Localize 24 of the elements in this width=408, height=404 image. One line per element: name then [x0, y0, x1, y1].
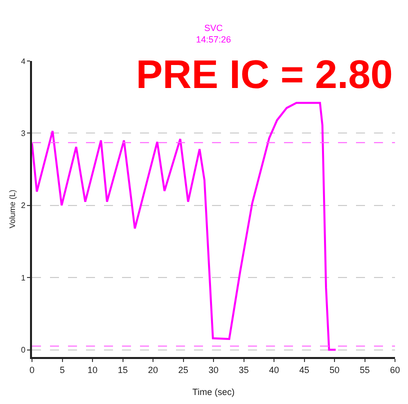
- x-tick-label: 30: [208, 364, 219, 375]
- x-tick-label: 0: [29, 364, 35, 375]
- x-tick-label: 55: [360, 364, 370, 375]
- y-tick-label: 2: [20, 201, 26, 210]
- x-tick-label: 50: [329, 364, 340, 375]
- y-tick-label: 1: [20, 273, 26, 282]
- y-tick-label: 0: [20, 346, 26, 355]
- chart-title: SVC: [204, 23, 224, 33]
- x-tick-label: 45: [299, 364, 310, 375]
- y-tick-label: 4: [20, 56, 26, 66]
- y-tick-label: 3: [20, 129, 26, 138]
- x-tick-label: 40: [268, 364, 280, 375]
- y-axis-title: Volume (L): [8, 189, 18, 228]
- x-axis-title: Time (sec): [192, 387, 235, 398]
- x-tick-label: 35: [238, 364, 249, 375]
- chart-subtitle: 14:57:26: [196, 34, 232, 45]
- x-tick-label: 10: [87, 364, 98, 375]
- x-tick-label: 25: [178, 364, 188, 375]
- x-tick-label: 15: [118, 364, 128, 375]
- annotation: PRE IC = 2.80: [136, 53, 393, 97]
- x-tick-label: 60: [390, 364, 400, 375]
- x-tick-label: 5: [60, 364, 65, 375]
- line-series: [32, 102, 337, 351]
- x-tick-label: 20: [148, 364, 158, 375]
